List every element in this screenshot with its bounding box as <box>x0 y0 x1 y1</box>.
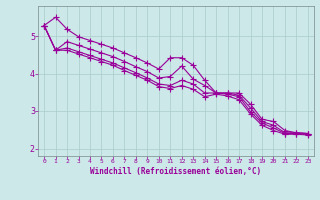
X-axis label: Windchill (Refroidissement éolien,°C): Windchill (Refroidissement éolien,°C) <box>91 167 261 176</box>
